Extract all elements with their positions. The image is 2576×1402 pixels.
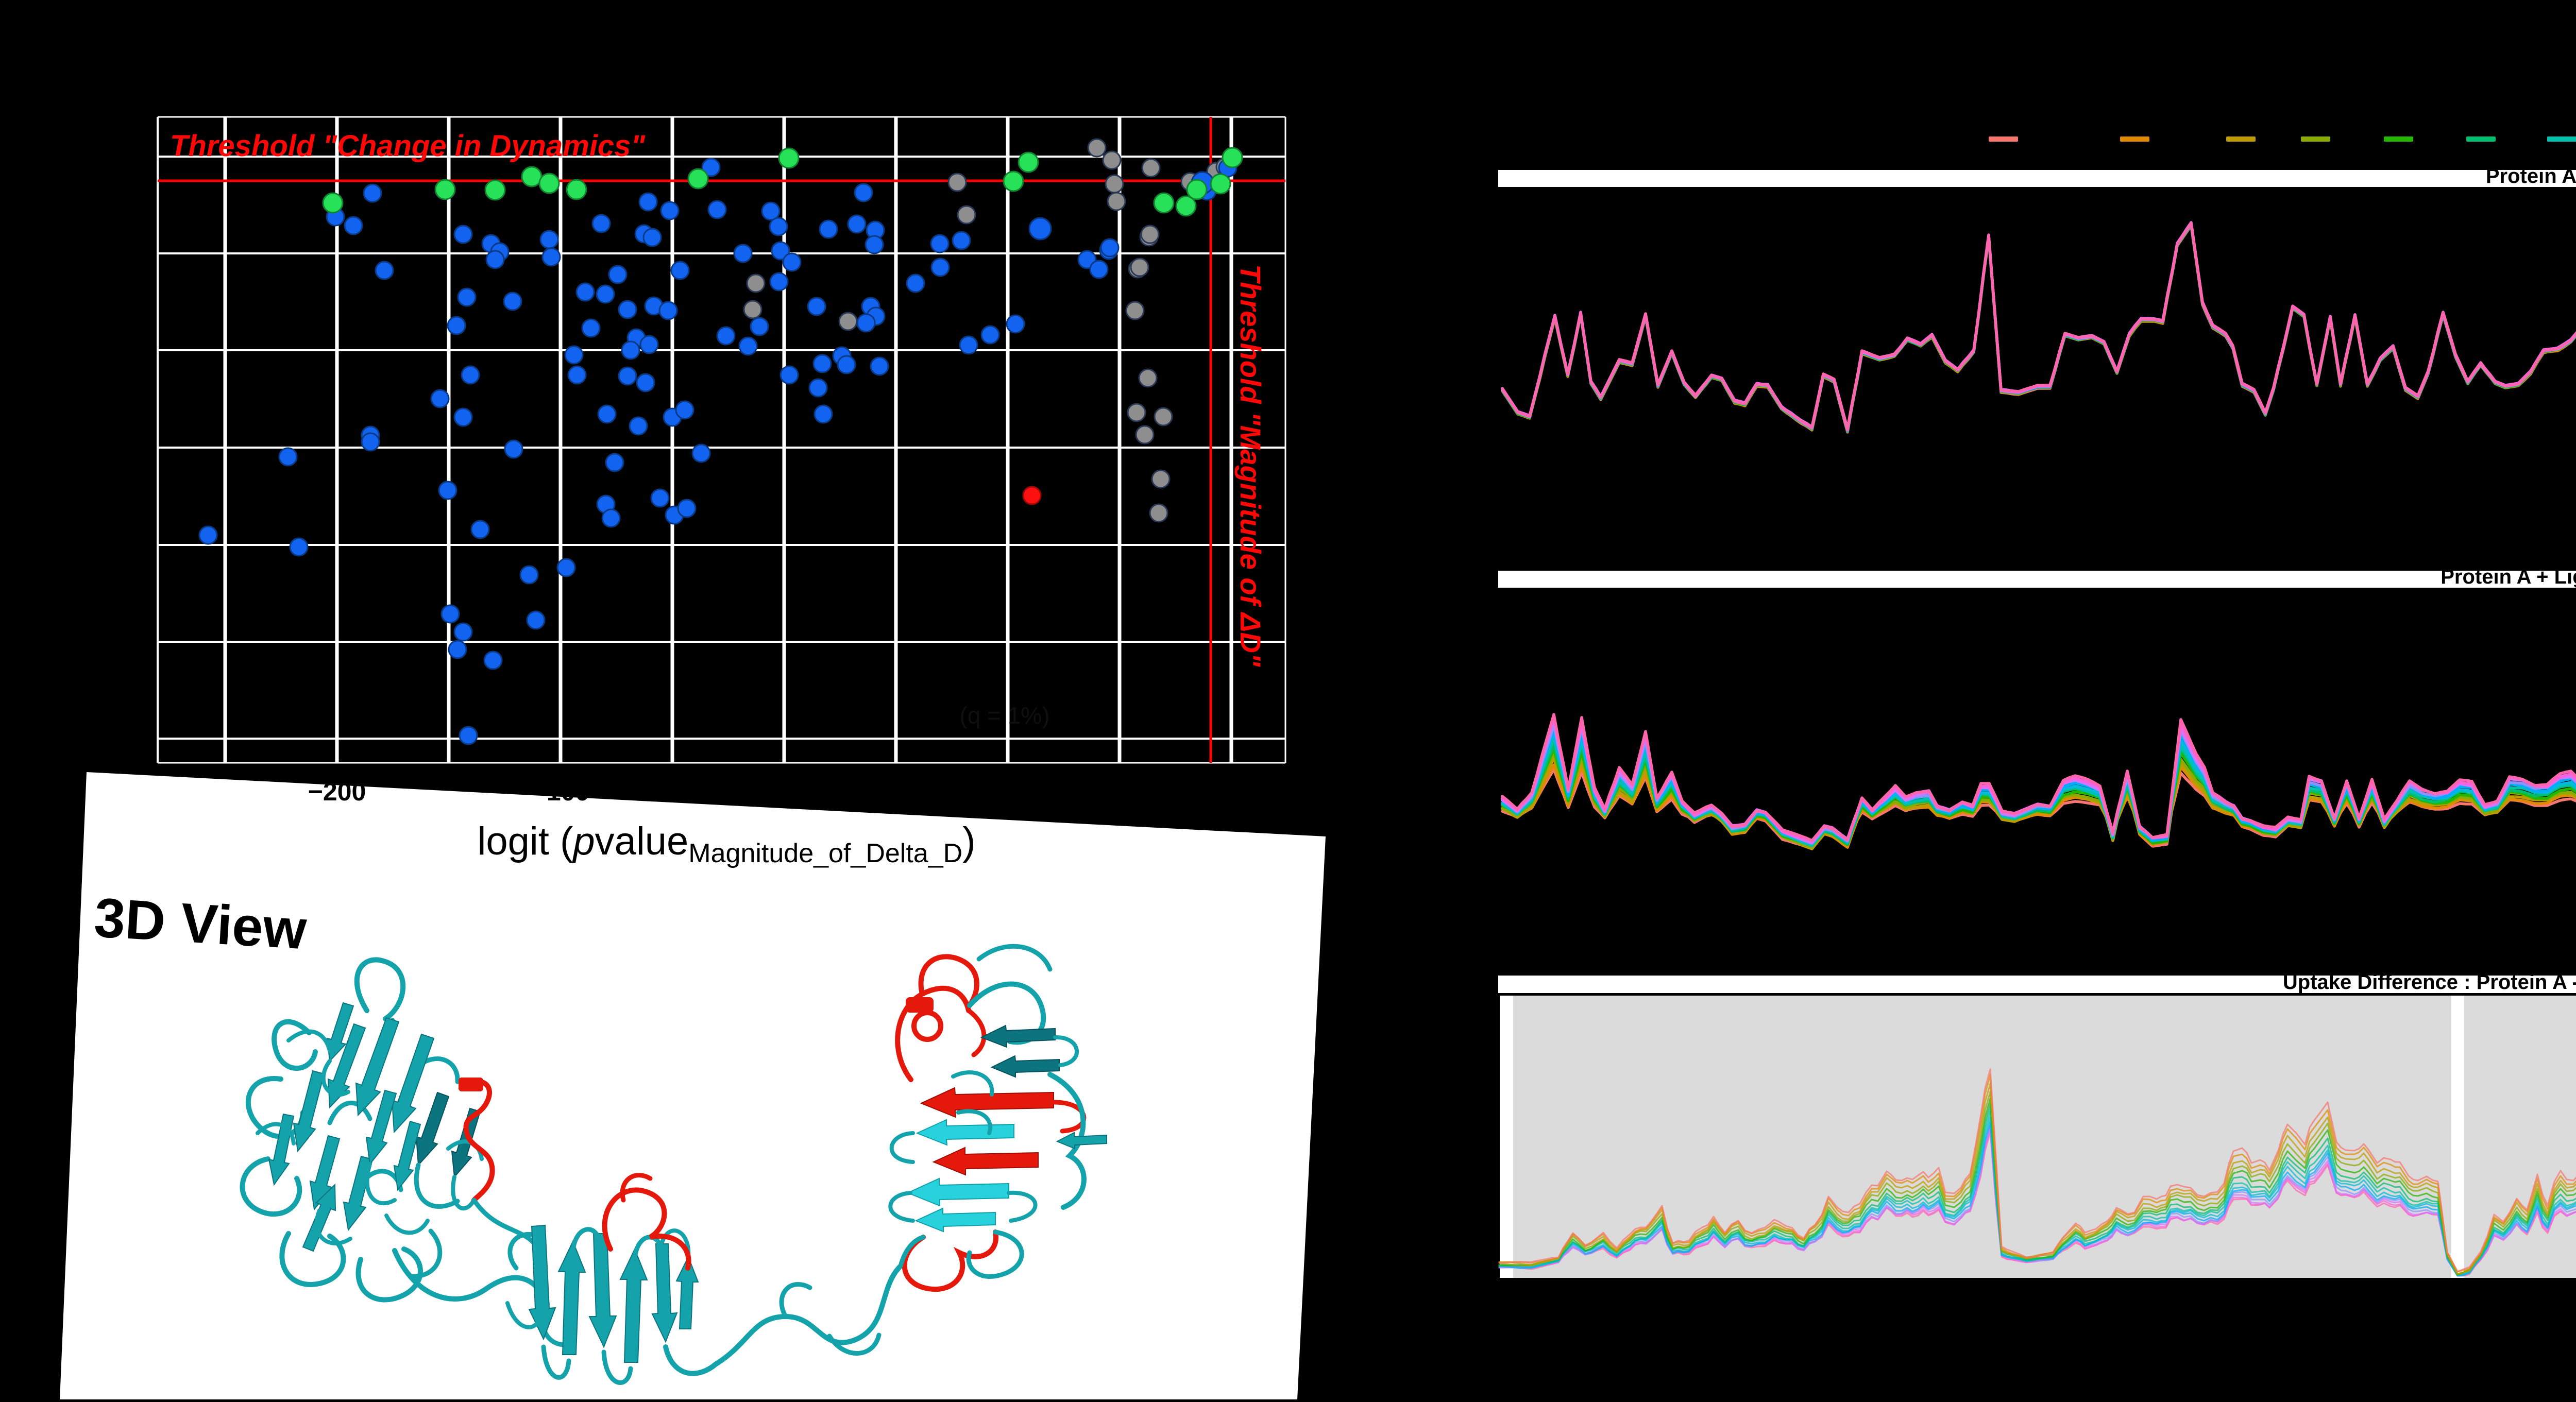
svg-text:−100: −100 [532,777,590,806]
svg-text:0: 0 [777,777,791,806]
svg-text:100: 100 [986,777,1029,806]
svg-text:Threshold "Magnitude of ΔD": Threshold "Magnitude of ΔD" [1234,264,1267,668]
svg-text:(q = 1%): (q = 1%) [959,702,1049,729]
svg-text:Threshold "Change in Dynamics": Threshold "Change in Dynamics" [170,129,646,163]
svg-text:3D View: 3D View [93,886,309,961]
svg-text:Protein A + Ligand: Protein A + Ligand [2441,566,2576,588]
svg-text:Uptake Difference : Protein A: Uptake Difference : Protein A - (Protein… [2283,971,2576,994]
svg-text:−200: −200 [308,777,366,806]
svg-text:200: 200 [1210,777,1252,806]
svg-text:Protein A: Protein A [2486,165,2576,187]
